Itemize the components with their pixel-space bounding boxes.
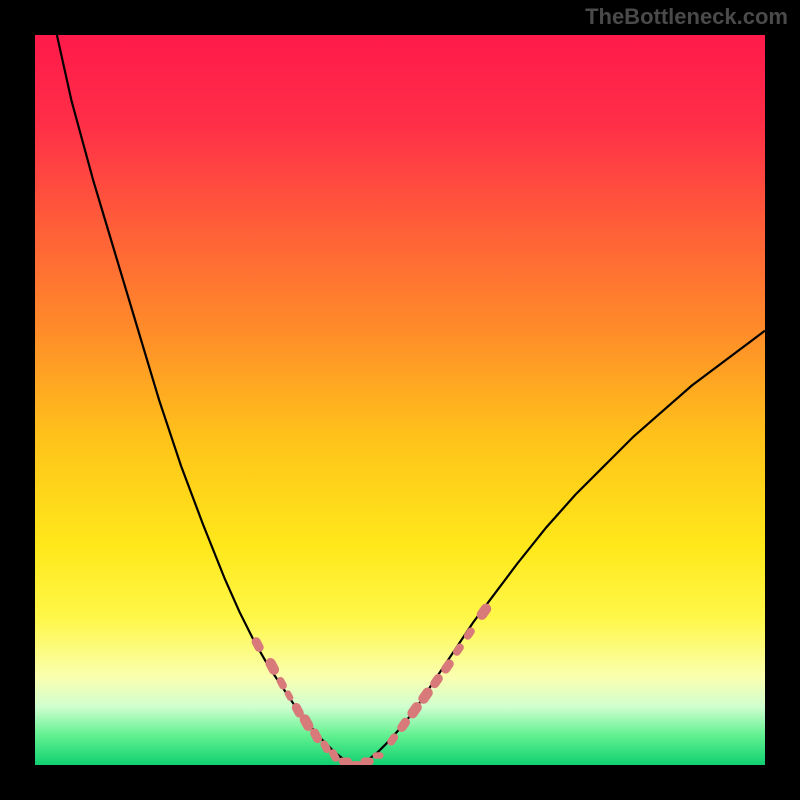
chart-background	[35, 35, 765, 765]
chart-plot-area	[35, 35, 765, 765]
chart-svg	[35, 35, 765, 765]
watermark-text: TheBottleneck.com	[585, 4, 788, 30]
data-marker	[361, 757, 374, 765]
data-marker	[373, 752, 384, 759]
